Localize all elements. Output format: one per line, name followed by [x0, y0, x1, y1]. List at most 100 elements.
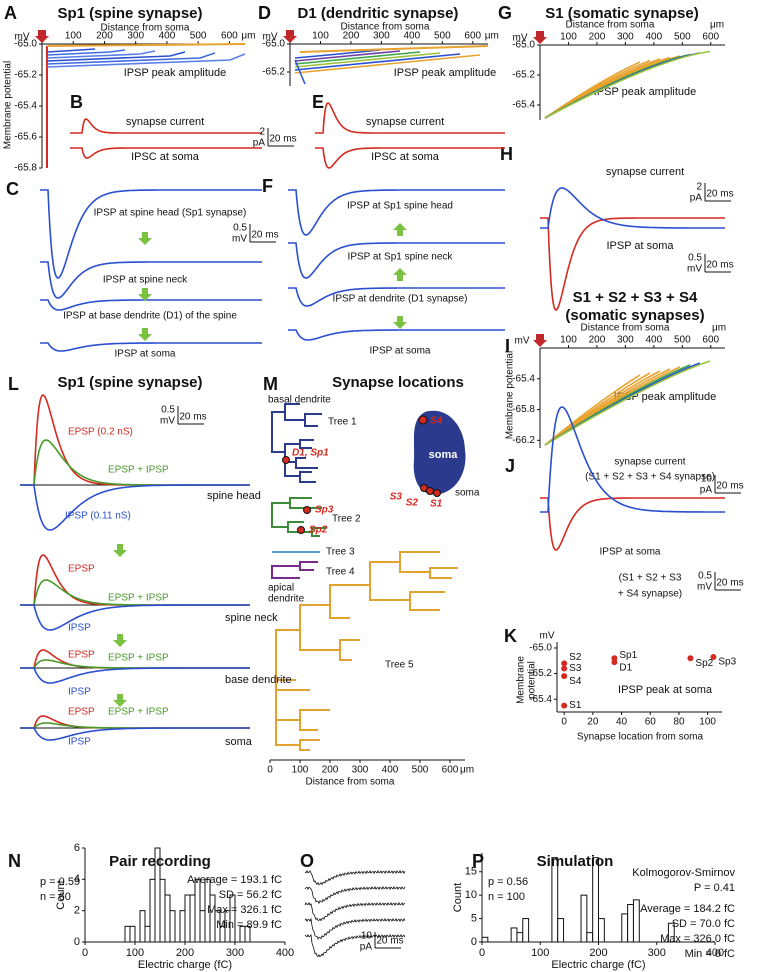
trace [70, 118, 262, 134]
x-axis-label: Electric charge (fC) [551, 959, 645, 971]
point-label: Sp1 [619, 650, 637, 661]
trace [46, 53, 246, 68]
marker-arrow [283, 30, 297, 43]
scale-label: mV [697, 582, 712, 593]
label: μm [712, 323, 726, 334]
x-tick-label: 400 [646, 32, 663, 43]
x-tick-label: 300 [617, 335, 634, 346]
trace-label: IPSP [68, 687, 91, 698]
trace [544, 50, 711, 119]
x-tick-label: 300 [648, 947, 666, 959]
trace [294, 52, 441, 68]
x-tick-label: 400 [382, 765, 399, 776]
point-label: Sp2 [695, 658, 713, 669]
panel-letter: C [6, 179, 19, 199]
bar [194, 878, 201, 943]
label: synapse current [606, 166, 684, 178]
arrow [138, 232, 152, 245]
panel-letter: J [505, 456, 515, 476]
label: mV [263, 32, 278, 43]
x-tick-label: 400 [159, 31, 176, 42]
x-tick-label: 100 [560, 335, 577, 346]
trace [294, 49, 381, 59]
bar [481, 936, 489, 943]
trace [315, 102, 505, 134]
trace [544, 362, 701, 446]
x-tick-label: 200 [96, 31, 113, 42]
scale-label: 20 ms [179, 412, 206, 423]
stat: SD = 70.0 fC [672, 918, 735, 930]
label: Tree 1 [328, 417, 357, 428]
x-unit: μm [460, 765, 474, 776]
panel-title: Synapse locations [332, 374, 464, 391]
stat: Max = 326.0 fC [660, 933, 735, 945]
x-tick-label: 200 [322, 765, 339, 776]
x-unit: μm [485, 31, 499, 42]
trace-label: EPSP + IPSP [108, 593, 169, 604]
label: IPSP at soma [606, 240, 674, 252]
trace [40, 261, 262, 299]
label: + S4 synapse) [618, 589, 682, 600]
label: S1 [430, 499, 443, 510]
y-tick-label: 0 [471, 936, 477, 948]
trace-label: IPSP [68, 737, 91, 748]
trace [46, 48, 96, 53]
panel-title: S1 + S2 + S3 + S4 [573, 289, 698, 306]
label: (S1 + S2 + S3 [619, 573, 682, 584]
x-tick-label: 500 [412, 765, 429, 776]
trace-label: EPSP (0.2 nS) [68, 427, 133, 438]
trace [294, 53, 461, 71]
x-tick-label: 400 [404, 31, 421, 42]
x-tick-label: 200 [589, 947, 607, 959]
label: Tree 3 [326, 547, 355, 558]
site-label: soma [225, 736, 253, 748]
trace-label: EPSP [68, 564, 95, 575]
stat: n = 100 [488, 891, 525, 903]
trace [288, 189, 505, 236]
x-tick-label: 600 [702, 335, 719, 346]
x-axis-label: Electric charge (fC) [138, 959, 232, 971]
x-tick-label: 200 [343, 31, 360, 42]
label: synapse current [614, 457, 685, 468]
bar [159, 878, 166, 943]
label: Sp3 [315, 505, 334, 516]
x-tick-label: 500 [434, 31, 451, 42]
trace-label: IPSP [68, 623, 91, 634]
label: soma [429, 449, 459, 461]
trace [20, 727, 250, 741]
label: IPSP at spine neck [103, 275, 188, 286]
scale-label: mV [687, 264, 702, 275]
y-tick-label: -65.2 [262, 67, 285, 78]
label: soma [455, 488, 480, 499]
label: μm [710, 20, 724, 31]
label: Distance from soma [566, 20, 655, 31]
arrow [113, 544, 127, 557]
panel-letter: D [258, 3, 271, 23]
label: Tree 5 [385, 660, 414, 671]
y-tick-label: 15 [465, 866, 477, 878]
tree-drawing [271, 403, 466, 751]
site-label: spine head [207, 490, 261, 502]
x-tick-label: 600 [464, 31, 481, 42]
trace [288, 242, 505, 279]
trace [288, 329, 505, 341]
label: IPSP peak amplitude [124, 67, 227, 79]
bar [551, 857, 559, 943]
arrow [113, 634, 127, 647]
label: IPSP at soma [370, 346, 431, 357]
scale-label: 0.5 [233, 223, 247, 234]
bar [184, 894, 191, 943]
scale-label: 2 [696, 182, 702, 193]
label: dendrite [268, 594, 305, 605]
chart-title: Pair recording [109, 853, 211, 870]
panel-title: (somatic synapses) [565, 307, 704, 324]
trace-label: EPSP [68, 707, 95, 718]
trace [544, 360, 711, 446]
label: Tree 4 [326, 567, 355, 578]
trace [70, 147, 262, 159]
bar [139, 910, 146, 943]
scale-label: 20 ms [716, 481, 743, 492]
scale-label: 0.5 [688, 253, 702, 264]
x-tick-label: 0 [479, 947, 485, 959]
x-tick-label: 80 [673, 717, 685, 728]
